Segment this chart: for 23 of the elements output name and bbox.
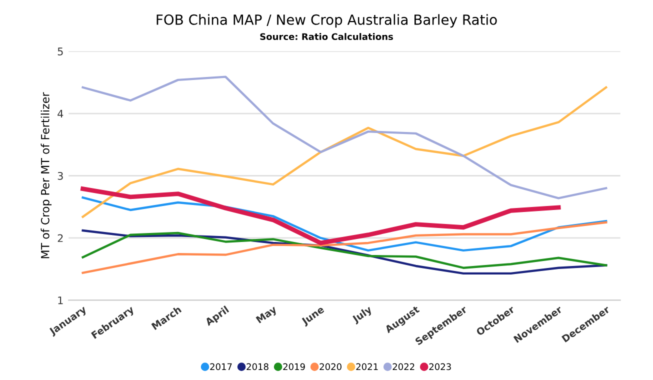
legend-label: 2021 <box>356 363 378 370</box>
chart-subtitle: Source: Ratio Calculations <box>260 33 393 40</box>
line-series <box>82 232 608 269</box>
line-series <box>82 229 608 275</box>
y-tick-label: 4 <box>58 110 64 118</box>
line-series <box>82 196 608 252</box>
y-tick-label: 5 <box>58 48 63 56</box>
y-tick-label: 1 <box>58 296 63 304</box>
line-series <box>82 86 608 218</box>
line-series <box>82 221 608 274</box>
line-series <box>80 186 561 246</box>
legend-label: 2022 <box>392 363 414 370</box>
y-tick-label: 2 <box>58 234 63 242</box>
line-series <box>82 76 608 200</box>
legend-label: 2017 <box>210 363 232 370</box>
legend-label: 2019 <box>283 363 305 370</box>
chart-title: FOB China MAP / New Crop Australia Barley Ratio <box>156 14 497 28</box>
legend-label: 2018 <box>246 363 268 370</box>
y-axis-title: MT of Crop Per MT of Fertilizer <box>40 92 52 258</box>
y-tick-label: 3 <box>58 172 63 180</box>
legend-label: 2020 <box>320 363 342 370</box>
x-tick-label: May <box>256 305 278 326</box>
legend-label: 2023 <box>429 363 451 370</box>
